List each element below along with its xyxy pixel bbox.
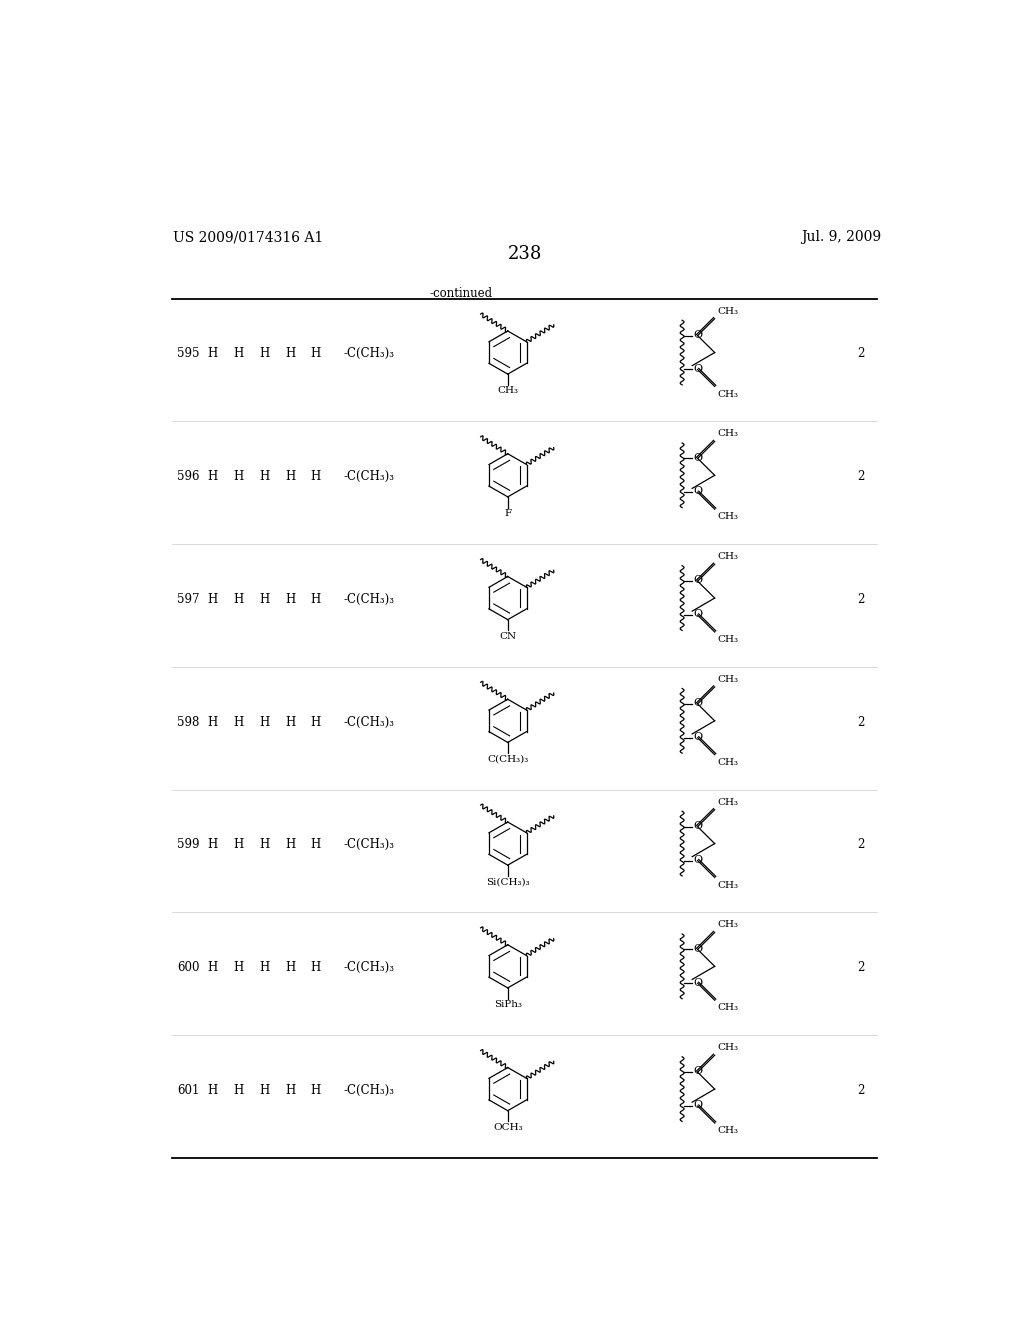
Text: CH₃: CH₃	[498, 387, 518, 396]
Text: 596: 596	[177, 470, 200, 483]
Text: CH₃: CH₃	[717, 675, 738, 684]
Text: H: H	[285, 715, 295, 729]
Text: H: H	[233, 347, 244, 360]
Text: H: H	[310, 715, 321, 729]
Text: O: O	[693, 330, 702, 339]
Text: H: H	[285, 1084, 295, 1097]
Text: O: O	[693, 364, 702, 374]
Text: -C(CH₃)₃: -C(CH₃)₃	[343, 715, 394, 729]
Text: US 2009/0174316 A1: US 2009/0174316 A1	[173, 230, 324, 244]
Text: O: O	[693, 487, 702, 496]
Text: SiPh₃: SiPh₃	[494, 1001, 522, 1010]
Text: H: H	[233, 593, 244, 606]
Text: CH₃: CH₃	[717, 389, 738, 399]
Text: O: O	[693, 1101, 702, 1110]
Text: H: H	[285, 838, 295, 851]
Text: H: H	[233, 1084, 244, 1097]
Text: H: H	[207, 347, 218, 360]
Text: O: O	[693, 821, 702, 830]
Text: O: O	[693, 576, 702, 585]
Text: 2: 2	[857, 838, 864, 851]
Text: H: H	[285, 470, 295, 483]
Text: -C(CH₃)₃: -C(CH₃)₃	[343, 838, 394, 851]
Text: -C(CH₃)₃: -C(CH₃)₃	[343, 593, 394, 606]
Text: 238: 238	[508, 244, 542, 263]
Text: CH₃: CH₃	[717, 758, 738, 767]
Text: CH₃: CH₃	[717, 429, 738, 438]
Text: H: H	[310, 1084, 321, 1097]
Text: H: H	[207, 470, 218, 483]
Text: -C(CH₃)₃: -C(CH₃)₃	[343, 470, 394, 483]
Text: H: H	[207, 838, 218, 851]
Text: O: O	[693, 698, 702, 708]
Text: 2: 2	[857, 470, 864, 483]
Text: O: O	[693, 944, 702, 953]
Text: 601: 601	[177, 1084, 200, 1097]
Text: -C(CH₃)₃: -C(CH₃)₃	[343, 1084, 394, 1097]
Text: H: H	[259, 593, 269, 606]
Text: -C(CH₃)₃: -C(CH₃)₃	[343, 961, 394, 974]
Text: H: H	[207, 1084, 218, 1097]
Text: CN: CN	[499, 632, 516, 642]
Text: 2: 2	[857, 961, 864, 974]
Text: 597: 597	[177, 593, 200, 606]
Text: 600: 600	[177, 961, 200, 974]
Text: O: O	[693, 610, 702, 619]
Text: C(CH₃)₃: C(CH₃)₃	[487, 755, 528, 764]
Text: Si(CH₃)₃: Si(CH₃)₃	[486, 878, 529, 887]
Text: 2: 2	[857, 347, 864, 360]
Text: H: H	[259, 347, 269, 360]
Text: -C(CH₃)₃: -C(CH₃)₃	[343, 347, 394, 360]
Text: H: H	[259, 715, 269, 729]
Text: H: H	[207, 593, 218, 606]
Text: CH₃: CH₃	[717, 1003, 738, 1012]
Text: 595: 595	[177, 347, 200, 360]
Text: OCH₃: OCH₃	[493, 1123, 522, 1133]
Text: H: H	[310, 838, 321, 851]
Text: CH₃: CH₃	[717, 552, 738, 561]
Text: H: H	[310, 347, 321, 360]
Text: H: H	[233, 470, 244, 483]
Text: CH₃: CH₃	[717, 880, 738, 890]
Text: 2: 2	[857, 593, 864, 606]
Text: CH₃: CH₃	[717, 306, 738, 315]
Text: CH₃: CH₃	[717, 512, 738, 521]
Text: -continued: -continued	[430, 286, 493, 300]
Text: O: O	[693, 453, 702, 462]
Text: H: H	[285, 347, 295, 360]
Text: CH₃: CH₃	[717, 797, 738, 807]
Text: H: H	[233, 961, 244, 974]
Text: H: H	[233, 838, 244, 851]
Text: 598: 598	[177, 715, 200, 729]
Text: O: O	[693, 733, 702, 742]
Text: O: O	[693, 978, 702, 987]
Text: CH₃: CH₃	[717, 920, 738, 929]
Text: F: F	[504, 510, 511, 519]
Text: H: H	[207, 961, 218, 974]
Text: H: H	[285, 961, 295, 974]
Text: 599: 599	[177, 838, 200, 851]
Text: O: O	[693, 1067, 702, 1076]
Text: H: H	[259, 470, 269, 483]
Text: H: H	[207, 715, 218, 729]
Text: H: H	[310, 593, 321, 606]
Text: 2: 2	[857, 1084, 864, 1097]
Text: H: H	[310, 961, 321, 974]
Text: CH₃: CH₃	[717, 1126, 738, 1135]
Text: H: H	[259, 1084, 269, 1097]
Text: H: H	[233, 715, 244, 729]
Text: CH₃: CH₃	[717, 635, 738, 644]
Text: 2: 2	[857, 715, 864, 729]
Text: H: H	[310, 470, 321, 483]
Text: H: H	[259, 961, 269, 974]
Text: H: H	[259, 838, 269, 851]
Text: O: O	[693, 855, 702, 865]
Text: Jul. 9, 2009: Jul. 9, 2009	[801, 230, 881, 244]
Text: CH₃: CH₃	[717, 1043, 738, 1052]
Text: H: H	[285, 593, 295, 606]
